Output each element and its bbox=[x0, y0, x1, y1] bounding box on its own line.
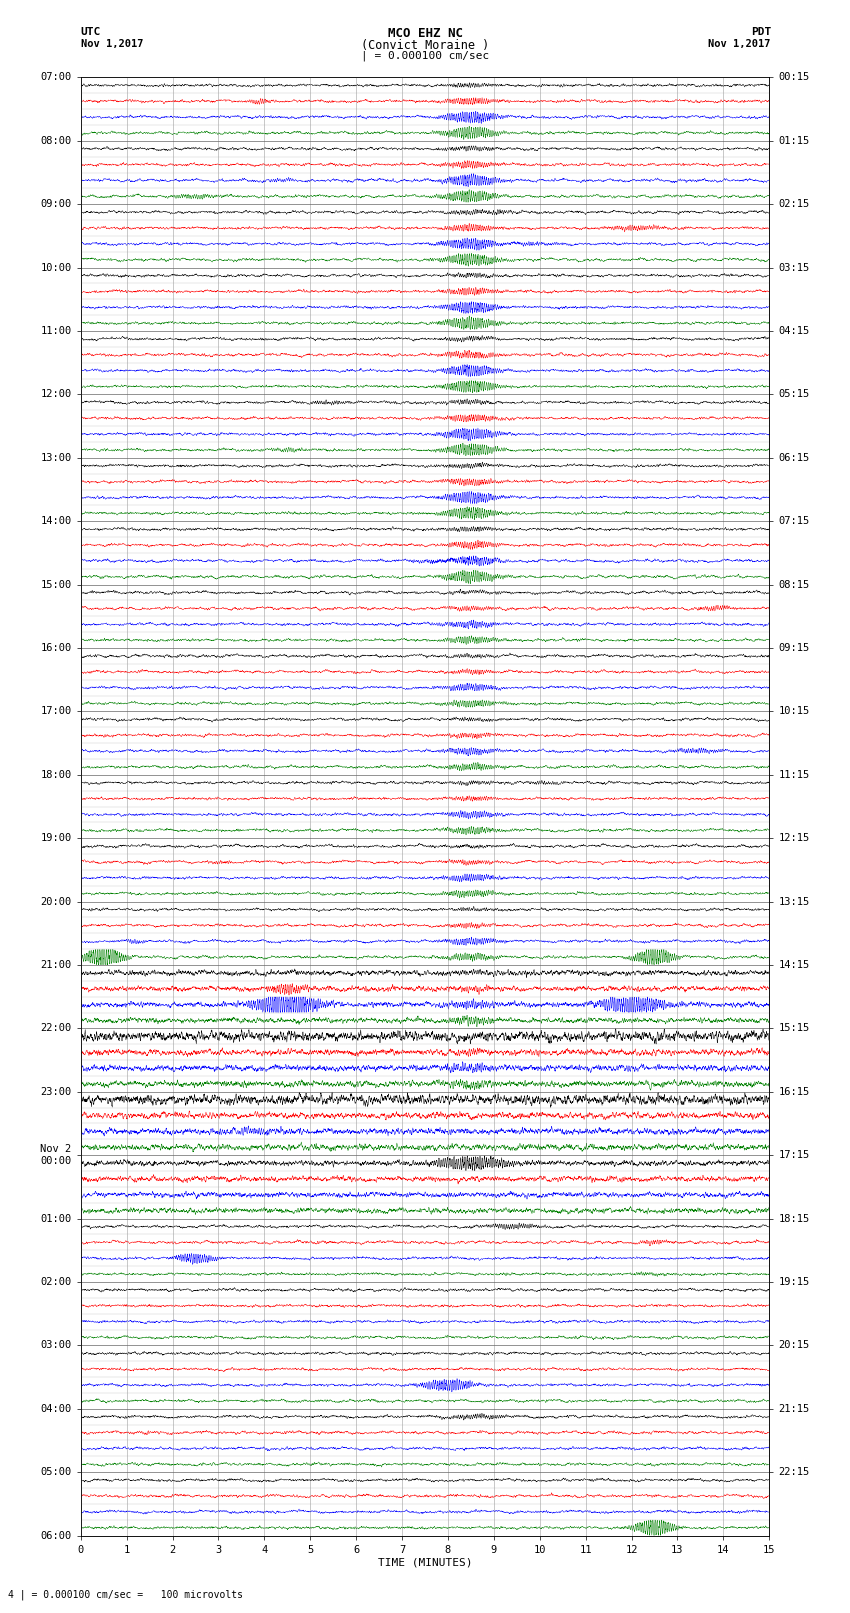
Text: PDT: PDT bbox=[751, 26, 771, 37]
Text: UTC: UTC bbox=[81, 26, 101, 37]
Text: MCO EHZ NC: MCO EHZ NC bbox=[388, 26, 462, 40]
Text: Nov 1,2017: Nov 1,2017 bbox=[708, 39, 771, 48]
Text: 4 | = 0.000100 cm/sec =   100 microvolts: 4 | = 0.000100 cm/sec = 100 microvolts bbox=[8, 1589, 243, 1600]
Text: Nov 1,2017: Nov 1,2017 bbox=[81, 39, 144, 48]
Text: | = 0.000100 cm/sec: | = 0.000100 cm/sec bbox=[361, 50, 489, 61]
Text: (Convict Moraine ): (Convict Moraine ) bbox=[361, 39, 489, 52]
X-axis label: TIME (MINUTES): TIME (MINUTES) bbox=[377, 1558, 473, 1568]
